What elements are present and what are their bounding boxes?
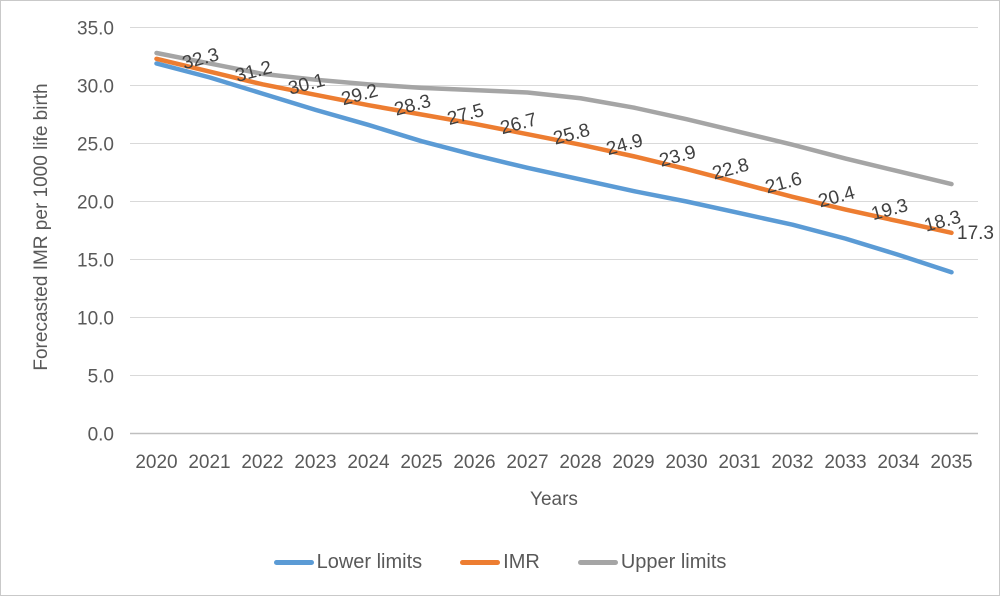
x-tick-label: 2032 [771, 452, 813, 473]
x-tick-label: 2021 [188, 452, 230, 473]
data-label: 22.8 [710, 155, 751, 185]
x-tick-label: 2029 [612, 452, 654, 473]
series-line-imr [154, 56, 954, 236]
legend-item-imr: IMR [460, 551, 540, 574]
legend-label-imr: IMR [503, 550, 540, 573]
y-tick-label: 25.0 [77, 135, 114, 156]
x-tick-label: 2027 [506, 452, 548, 473]
legend-marker-lower-limits-icon [273, 559, 314, 565]
x-tick-label: 2035 [930, 452, 972, 473]
x-tick-label: 2026 [453, 452, 495, 473]
x-tick-label: 2030 [665, 452, 707, 473]
legend-label-lower-limits: Lower limits [316, 550, 423, 573]
series-line-lower-limits [154, 61, 954, 275]
legend: Lower limits IMR Upper limits [1, 547, 999, 577]
x-tick-label: 2031 [718, 452, 760, 473]
legend-item-upper-limits: Upper limits [577, 550, 727, 574]
y-tick-label: 5.0 [88, 367, 114, 388]
y-tick-label: 0.0 [88, 425, 114, 446]
legend-label-upper-limits: Upper limits [620, 550, 727, 573]
y-tick-label: 30.0 [77, 77, 114, 98]
data-label: 31.2 [233, 57, 274, 87]
y-tick-label: 35.0 [77, 19, 114, 40]
legend-item-lower-limits: Lower limits [273, 550, 423, 574]
x-tick-label: 2034 [877, 452, 920, 473]
data-label: 32.3 [180, 44, 221, 74]
x-tick-label: 2033 [824, 452, 866, 473]
x-tick-label: 2022 [241, 452, 283, 473]
x-tick-label: 2020 [135, 452, 177, 473]
data-label: 23.9 [657, 142, 698, 172]
data-label: 20.4 [816, 182, 858, 212]
x-tick-label: 2023 [294, 452, 336, 473]
x-axis-title: Years [530, 489, 578, 510]
series-line-upper-limits [154, 50, 954, 187]
x-tick-label: 2025 [400, 452, 442, 473]
data-label: 21.6 [763, 168, 804, 198]
x-tick-label: 2024 [347, 452, 390, 473]
x-tick-label: 2028 [559, 452, 601, 473]
legend-marker-upper-limits-icon [577, 559, 618, 565]
y-tick-label: 20.0 [77, 193, 114, 214]
y-tick-label: 10.0 [77, 309, 114, 330]
y-tick-label: 15.0 [77, 251, 114, 272]
legend-marker-imr-icon [460, 559, 501, 565]
data-label: 17.3 [957, 223, 994, 244]
y-axis-title: Forecasted IMR per 1000 life birth [31, 83, 52, 371]
